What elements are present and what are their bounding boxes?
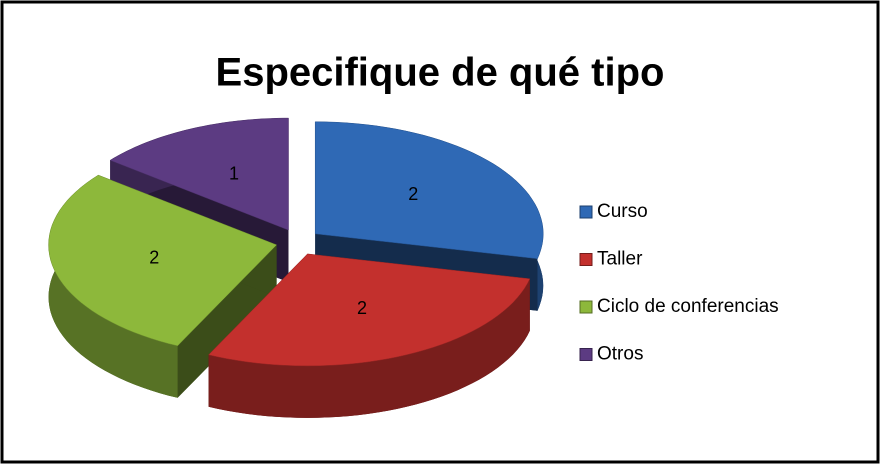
pie-slice (314, 121, 544, 259)
pie-slice-group (208, 253, 531, 418)
value-label: 2 (149, 247, 159, 267)
pie-slice (48, 174, 278, 347)
value-label: 2 (357, 298, 367, 318)
legend-swatch (579, 348, 593, 361)
legend-label: Ciclo de conferencias (597, 296, 779, 317)
legend-swatch (579, 205, 593, 219)
pie-slice (109, 117, 289, 231)
legend-swatch (579, 253, 593, 266)
slice-side (208, 278, 530, 418)
pie-slice (208, 253, 531, 367)
value-label: 1 (229, 163, 239, 183)
value-label: 2 (408, 184, 418, 204)
legend-label: Otros (597, 344, 643, 365)
legend-label: Taller (597, 249, 643, 270)
chart-title: Especifique de qué tipo (216, 51, 665, 95)
legend-label: Curso (597, 201, 648, 222)
pie-slice-group (48, 174, 278, 398)
legend-swatch (579, 300, 593, 314)
